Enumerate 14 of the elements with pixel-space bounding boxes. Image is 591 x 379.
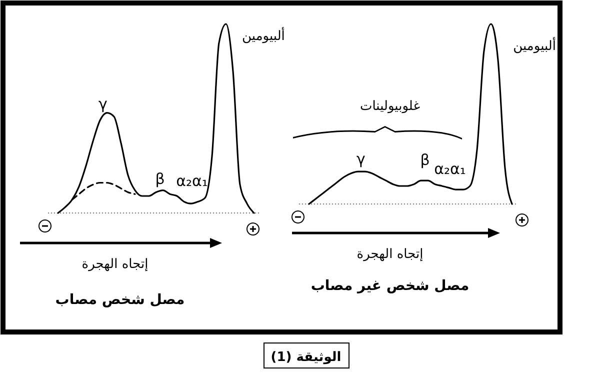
annotation: ألبيومين bbox=[513, 37, 556, 54]
annotation: ألبيومين bbox=[242, 27, 285, 44]
text: مصل شخص غير مصاب bbox=[310, 278, 470, 294]
annotation: γ bbox=[356, 150, 366, 168]
text: مصل شخص مصاب bbox=[55, 292, 185, 308]
annotation: β bbox=[155, 170, 165, 188]
x-axis-title: إتجاه الهجرة bbox=[82, 257, 148, 272]
annotation: α₂α₁ bbox=[176, 172, 208, 190]
annotation: α₂α₁ bbox=[434, 160, 466, 178]
annotation: غلوبيولينات bbox=[360, 99, 420, 114]
annotation: β bbox=[420, 151, 430, 169]
annotation: γ bbox=[98, 95, 108, 113]
text: الوثيقة (1) bbox=[270, 350, 342, 365]
x-axis-title: إتجاه الهجرة bbox=[356, 247, 424, 262]
